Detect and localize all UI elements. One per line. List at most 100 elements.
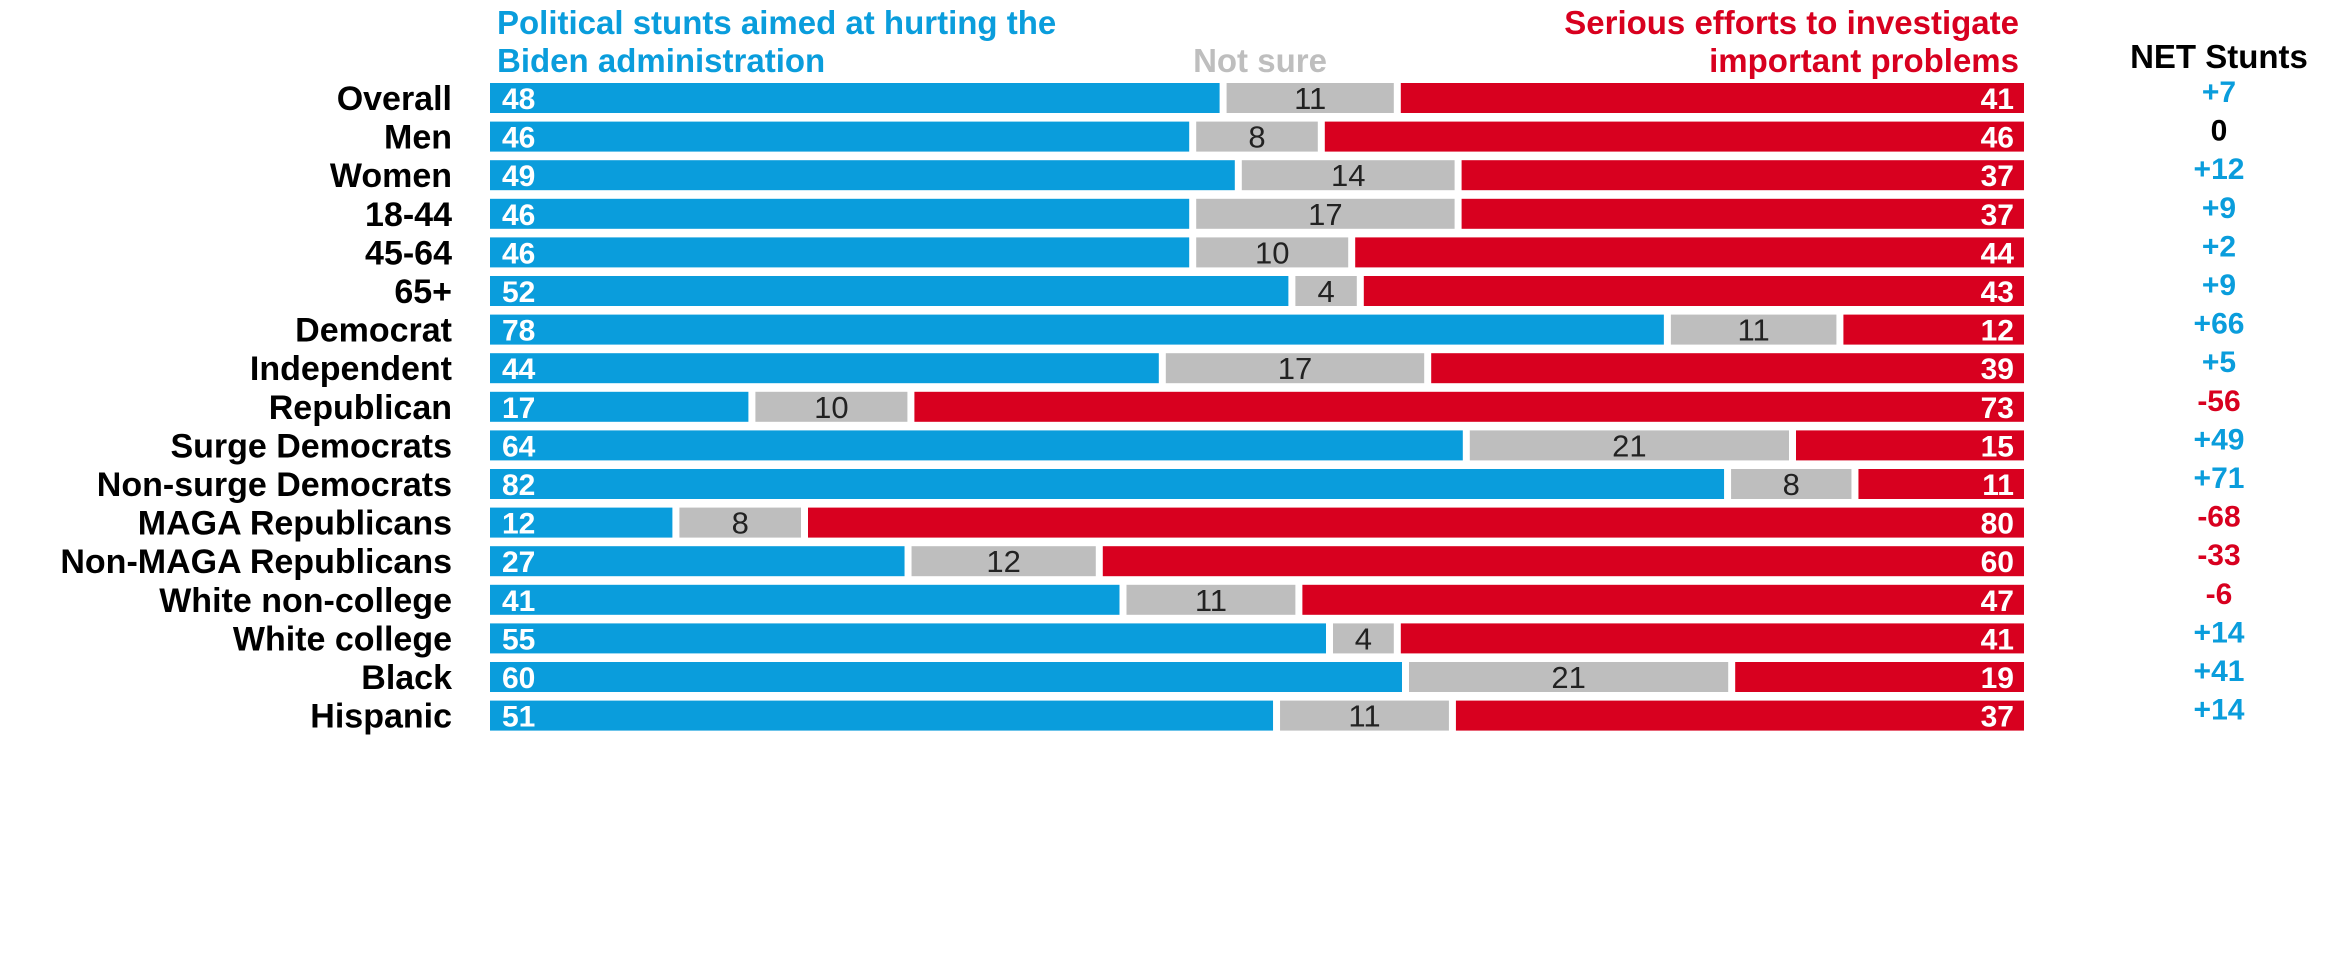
bar-serious: [1796, 430, 2024, 461]
bar-serious: [1400, 623, 2024, 654]
bar-serious: [1355, 237, 2024, 268]
bar-stunts: [490, 391, 749, 422]
category-label: Democrat: [295, 312, 452, 350]
value-label-not-sure: 17: [1278, 351, 1312, 386]
value-label-not-sure: 8: [1783, 467, 1800, 502]
value-label-serious: 46: [1981, 122, 2014, 155]
bar-serious: [1302, 584, 2024, 615]
category-label: White college: [233, 620, 452, 658]
bar-stunts: [490, 662, 1402, 692]
bar-stunts: [490, 353, 1159, 384]
value-label-stunts: 64: [502, 430, 536, 463]
category-label: 18-44: [365, 196, 452, 234]
value-label-serious: 47: [1981, 585, 2014, 618]
category-label: Women: [330, 157, 452, 195]
category-label: Republican: [269, 389, 452, 427]
category-label: Overall: [337, 80, 452, 118]
value-label-not-sure: 17: [1308, 197, 1342, 232]
header-stunts-line2: Biden administration: [497, 42, 825, 79]
bar-not-sure: [1333, 623, 1394, 654]
value-label-serious: 12: [1981, 315, 2014, 348]
header-serious-line1: Serious efforts to investigate: [1564, 4, 2019, 41]
bar-stunts: [490, 584, 1120, 615]
net-value: 0: [2211, 115, 2228, 148]
net-value: +12: [2194, 153, 2245, 186]
bar-not-sure: [679, 507, 801, 538]
value-label-serious: 19: [1981, 662, 2014, 695]
bar-not-sure: [1241, 160, 1455, 191]
bar-stunts: [490, 700, 1274, 731]
net-value: +5: [2202, 346, 2236, 379]
bar-stunts: [490, 198, 1190, 229]
value-label-stunts: 46: [502, 122, 535, 155]
value-label-not-sure: 10: [1255, 235, 1289, 270]
net-value: +14: [2194, 616, 2245, 649]
bar-serious: [1461, 198, 2024, 229]
value-label-stunts: 82: [502, 469, 535, 502]
bar-not-sure: [1731, 469, 1852, 499]
value-label-not-sure: 4: [1355, 621, 1372, 656]
value-label-stunts: 12: [502, 508, 535, 541]
value-label-stunts: 44: [502, 353, 536, 386]
row-65: 65+ 52 4 43 +9: [394, 269, 2236, 311]
value-label-serious: 37: [1981, 160, 2014, 193]
row-overall: Overall 48 11 41 +7: [337, 76, 2236, 118]
value-label-serious: 11: [1982, 469, 2014, 502]
bar-not-sure: [1226, 83, 1394, 113]
category-label: Men: [384, 119, 452, 157]
value-label-stunts: 51: [502, 701, 535, 734]
category-label: Black: [361, 659, 452, 697]
net-value: +7: [2202, 76, 2236, 109]
value-label-not-sure: 21: [1551, 660, 1585, 695]
bar-serious: [1461, 160, 2024, 191]
value-label-stunts: 49: [502, 160, 535, 193]
value-label-stunts: 46: [502, 237, 535, 270]
net-value: +9: [2202, 192, 2236, 225]
bar-stunts: [490, 314, 1664, 345]
value-label-serious: 73: [1981, 392, 2014, 425]
bar-stunts: [490, 623, 1326, 654]
value-label-stunts: 55: [502, 623, 535, 656]
bar-not-sure: [1670, 314, 1837, 345]
category-label: 65+: [394, 273, 452, 311]
net-value: +41: [2194, 655, 2245, 688]
bar-stunts: [490, 237, 1190, 268]
value-label-stunts: 52: [502, 276, 535, 309]
row-non-maga-republicans: Non-MAGA Republicans 27 12 60 -33: [60, 539, 2240, 581]
value-label-not-sure: 11: [1348, 699, 1380, 734]
category-label: White non-college: [159, 582, 452, 620]
bar-serious: [1102, 546, 2024, 577]
category-label: 45-64: [365, 234, 452, 272]
value-label-not-sure: 11: [1195, 583, 1227, 618]
bar-stunts: [490, 546, 905, 577]
bar-serious: [914, 391, 2024, 422]
bar-stunts: [490, 121, 1190, 152]
bar-serious: [1431, 353, 2024, 384]
value-label-serious: 44: [1981, 237, 2015, 270]
net-value: +14: [2194, 694, 2245, 727]
net-value: -6: [2206, 578, 2233, 611]
value-label-stunts: 41: [502, 585, 535, 618]
value-label-serious: 41: [1981, 623, 2014, 656]
bar-serious: [1735, 662, 2024, 692]
bar-stunts: [490, 276, 1289, 306]
bar-not-sure: [1196, 198, 1455, 229]
net-value: -56: [2197, 385, 2240, 418]
value-label-not-sure: 4: [1317, 274, 1334, 309]
value-label-serious: 60: [1981, 546, 2014, 579]
value-label-serious: 43: [1981, 276, 2014, 309]
value-label-not-sure: 8: [1248, 120, 1265, 155]
bar-serious: [808, 507, 2024, 538]
value-label-stunts: 27: [502, 546, 535, 579]
row-black: Black 60 21 19 +41: [361, 655, 2244, 697]
bar-serious: [1858, 469, 2024, 499]
category-label: Surge Democrats: [170, 427, 452, 465]
category-label: MAGA Republicans: [138, 505, 452, 543]
category-label: Non-surge Democrats: [97, 466, 452, 504]
value-label-stunts: 48: [502, 83, 535, 116]
value-label-not-sure: 14: [1331, 158, 1365, 193]
bar-not-sure: [1469, 430, 1789, 461]
row-women: Women 49 14 37 +12: [330, 153, 2245, 195]
bar-stunts: [490, 430, 1463, 461]
net-value: +2: [2202, 230, 2236, 263]
